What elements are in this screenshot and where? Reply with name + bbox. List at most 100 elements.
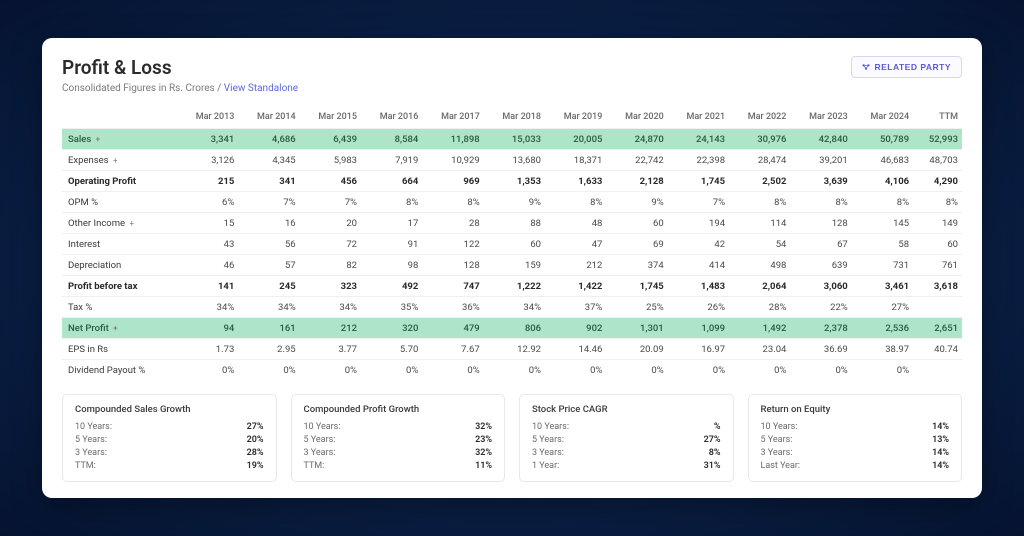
cell-value: 48 [545,213,606,234]
summary-metric-value: 31% [704,461,721,471]
card-header: Profit & Loss Consolidated Figures in Rs… [62,56,962,94]
cell-value: 28,474 [729,150,790,171]
cell-value: 36% [422,297,483,318]
pl-table: Mar 2013Mar 2014Mar 2015Mar 2016Mar 2017… [62,108,962,381]
cell-value: 46 [177,255,238,276]
cell-value: 8% [545,192,606,213]
summary-metric-label: 3 Years: [75,448,107,458]
expand-icon[interactable]: + [113,156,118,165]
cell-value: 7% [238,192,299,213]
summary-metric-row: 5 Years:27% [532,433,721,446]
table-row: Dividend Payout %0%0%0%0%0%0%0%0%0%0%0%0… [62,360,962,381]
table-row: Depreciation4657829812815921237441449863… [62,255,962,276]
summary-box: Stock Price CAGR10 Years:%5 Years:27%3 Y… [519,394,734,482]
cell-value: 245 [238,276,299,297]
summary-metric-value: 14% [932,448,949,458]
cell-value: 10,929 [422,150,483,171]
cell-value: 36.69 [790,339,851,360]
summary-metric-value: 11% [475,461,492,471]
summary-metric-label: 3 Years: [761,448,793,458]
period-header: Mar 2022 [729,108,790,129]
cell-value: 2,651 [913,318,962,339]
row-label: Operating Profit [62,171,177,192]
row-label: Depreciation [62,255,177,276]
row-label[interactable]: Sales + [62,129,177,150]
summary-box: Compounded Sales Growth10 Years:27%5 Yea… [62,394,277,482]
cell-value: 28% [729,297,790,318]
cell-value: 0% [545,360,606,381]
cell-value: 149 [913,213,962,234]
summary-metric-value: 32% [475,422,492,432]
cell-value: 69 [606,234,667,255]
cell-value: 2,502 [729,171,790,192]
related-party-label: RELATED PARTY [874,62,951,72]
cell-value: 20,005 [545,129,606,150]
cell-value: 3,060 [790,276,851,297]
row-label: Dividend Payout % [62,360,177,381]
cell-value: 0% [422,360,483,381]
table-row[interactable]: Net Profit +941612123204798069021,3011,0… [62,318,962,339]
pl-table-body: Sales +3,3414,6866,4398,58411,89815,0332… [62,129,962,381]
cell-value: 34% [484,297,545,318]
cell-value: 39,201 [790,150,851,171]
summary-metric-row: 3 Years:8% [532,446,721,459]
cell-value: 4,345 [238,150,299,171]
cell-value: 3,618 [913,276,962,297]
cell-value: 52,993 [913,129,962,150]
cell-value: 0% [177,360,238,381]
summary-metric-label: 10 Years: [75,422,112,432]
period-header: Mar 2015 [300,108,361,129]
table-row[interactable]: Sales +3,3414,6866,4398,58411,89815,0332… [62,129,962,150]
profit-loss-card: Profit & Loss Consolidated Figures in Rs… [42,38,982,499]
table-row: Operating Profit2153414566649691,3531,63… [62,171,962,192]
cell-value: 42 [668,234,729,255]
cell-value: 320 [361,318,422,339]
summary-metric-value: 14% [932,461,949,471]
cell-value: 9% [484,192,545,213]
summary-metric-value: 27% [704,435,721,445]
table-row[interactable]: Other Income +15162017288848601941141281… [62,213,962,234]
cell-value: 414 [668,255,729,276]
cell-value: 7% [668,192,729,213]
expand-icon[interactable]: + [113,324,117,333]
summary-metric-label: 10 Years: [304,422,341,432]
row-label: EPS in Rs [62,339,177,360]
row-label[interactable]: Other Income + [62,213,177,234]
cell-value: 34% [238,297,299,318]
related-party-button[interactable]: RELATED PARTY [851,56,962,78]
cell-value: 34% [177,297,238,318]
summary-row: Compounded Sales Growth10 Years:27%5 Yea… [62,394,962,482]
cell-value: 8% [422,192,483,213]
cell-value: 57 [238,255,299,276]
cell-value: 2.95 [238,339,299,360]
cell-value: 26% [668,297,729,318]
cell-value: 7.67 [422,339,483,360]
cell-value: 1,492 [729,318,790,339]
cell-value: 639 [790,255,851,276]
row-label[interactable]: Expenses + [62,150,177,171]
cell-value: 1,353 [484,171,545,192]
table-row[interactable]: Expenses +3,1264,3455,9837,91910,92913,6… [62,150,962,171]
cell-value: 1,633 [545,171,606,192]
cell-value: 0% [484,360,545,381]
table-row: Profit before tax1412453234927471,2221,4… [62,276,962,297]
cell-value: 8% [361,192,422,213]
summary-box-title: Stock Price CAGR [532,404,721,415]
row-label[interactable]: Net Profit + [62,318,177,339]
expand-icon[interactable]: + [129,219,134,228]
cell-value: 24,870 [606,129,667,150]
cell-value: 56 [238,234,299,255]
cell-value: 98 [361,255,422,276]
view-standalone-link[interactable]: View Standalone [224,83,298,94]
cell-value: 212 [545,255,606,276]
cell-value: 374 [606,255,667,276]
cell-value: 212 [300,318,361,339]
period-header: TTM [913,108,962,129]
cell-value: 8% [852,192,913,213]
cell-value: 6% [177,192,238,213]
period-header: Mar 2019 [545,108,606,129]
period-header: Mar 2016 [361,108,422,129]
summary-metric-label: 10 Years: [761,422,798,432]
expand-icon[interactable]: + [96,135,100,144]
row-label: OPM % [62,192,177,213]
